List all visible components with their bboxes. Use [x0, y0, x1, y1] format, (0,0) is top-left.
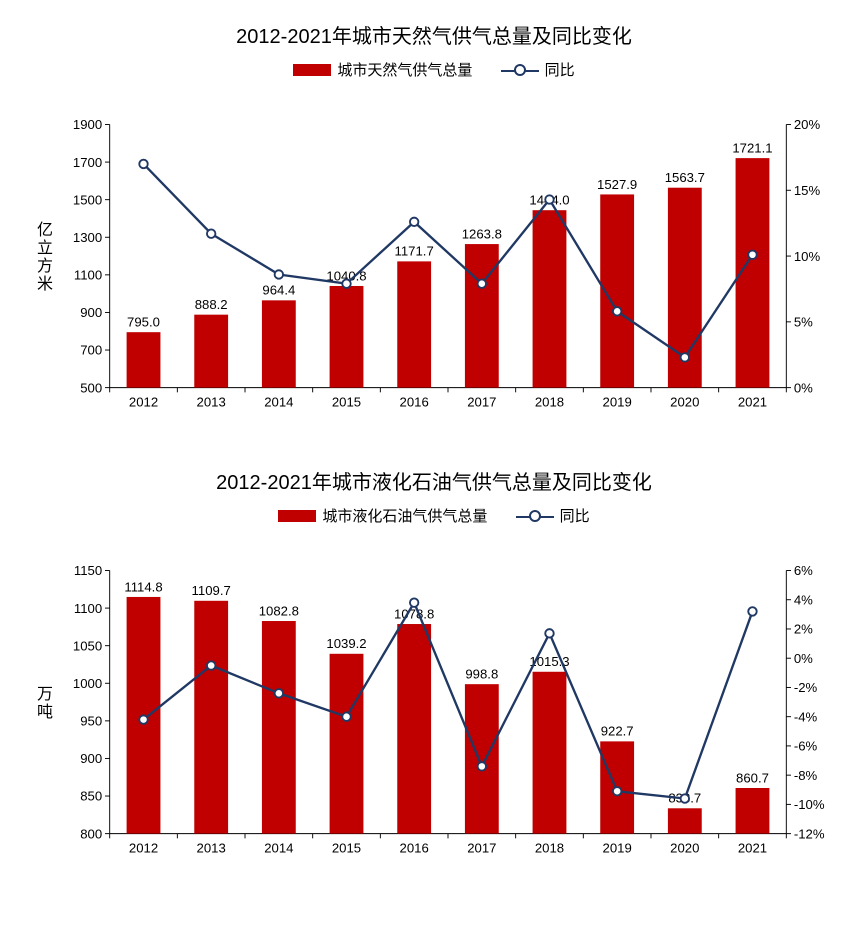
svg-text:1114.8: 1114.8 — [124, 579, 162, 594]
svg-text:2012: 2012 — [129, 840, 158, 855]
svg-text:1300: 1300 — [73, 230, 102, 245]
chart1-svg: 500 700 900 1100 1300 1500 1700 1900 0% 5% 10% 15% 2… — [58, 88, 838, 426]
chart2-y1-label: 万吨 — [30, 534, 58, 872]
svg-text:2017: 2017 — [467, 840, 496, 855]
chart-natural-gas: 2012-2021年城市天然气供气总量及同比变化 城市天然气供气总量 同比 亿立… — [30, 20, 838, 426]
svg-text:1900: 1900 — [73, 117, 102, 132]
svg-text:-2%: -2% — [794, 680, 818, 695]
chart-lpg: 2012-2021年城市液化石油气供气总量及同比变化 城市液化石油气供气总量 同… — [30, 466, 838, 872]
svg-text:1500: 1500 — [73, 192, 102, 207]
svg-text:860.7: 860.7 — [736, 770, 769, 785]
svg-text:795.0: 795.0 — [127, 315, 160, 330]
svg-text:2%: 2% — [794, 622, 813, 637]
svg-text:10%: 10% — [794, 249, 821, 264]
svg-text:2021: 2021 — [738, 840, 767, 855]
svg-text:1000: 1000 — [73, 676, 102, 691]
legend-line-label: 同比 — [560, 505, 590, 526]
chart2-svg: 800 850 900 950 1000 1050 1100 1150 -12% -10% -8% -… — [58, 534, 838, 872]
svg-text:1263.8: 1263.8 — [462, 226, 502, 241]
svg-text:1150: 1150 — [74, 563, 102, 578]
svg-text:1078.8: 1078.8 — [394, 606, 434, 621]
svg-text:800: 800 — [80, 826, 102, 841]
legend-line-swatch — [501, 64, 539, 76]
svg-text:1050: 1050 — [73, 638, 102, 653]
chart1-legend: 城市天然气供气总量 同比 — [30, 59, 838, 80]
svg-text:2013: 2013 — [197, 394, 226, 409]
svg-text:-8%: -8% — [794, 768, 818, 783]
svg-text:-10%: -10% — [794, 797, 825, 812]
svg-text:2016: 2016 — [400, 394, 429, 409]
svg-text:20%: 20% — [794, 117, 821, 132]
svg-text:1109.7: 1109.7 — [192, 583, 231, 598]
chart1-title: 2012-2021年城市天然气供气总量及同比变化 — [30, 20, 838, 49]
svg-text:2015: 2015 — [332, 840, 361, 855]
legend-bar-swatch — [293, 64, 331, 76]
svg-text:1721.1: 1721.1 — [732, 140, 772, 155]
svg-text:15%: 15% — [794, 183, 821, 198]
svg-text:2020: 2020 — [670, 840, 699, 855]
svg-text:1527.9: 1527.9 — [597, 177, 637, 192]
svg-text:2021: 2021 — [738, 394, 767, 409]
svg-text:-12%: -12% — [794, 826, 825, 841]
svg-text:2012: 2012 — [129, 394, 158, 409]
svg-text:2014: 2014 — [264, 394, 293, 409]
svg-text:888.2: 888.2 — [195, 297, 228, 312]
chart2-legend: 城市液化石油气供气总量 同比 — [30, 505, 838, 526]
svg-text:1100: 1100 — [74, 268, 102, 283]
svg-text:1563.7: 1563.7 — [665, 170, 705, 185]
svg-text:-4%: -4% — [794, 709, 818, 724]
legend-bar-label: 城市液化石油气供气总量 — [322, 505, 487, 526]
svg-text:500: 500 — [80, 380, 102, 395]
svg-text:6%: 6% — [794, 563, 813, 578]
svg-text:1100: 1100 — [74, 601, 102, 616]
svg-text:950: 950 — [80, 714, 102, 729]
chart2-title: 2012-2021年城市液化石油气供气总量及同比变化 — [30, 466, 838, 495]
svg-text:2016: 2016 — [400, 840, 429, 855]
svg-text:2018: 2018 — [535, 840, 564, 855]
legend-line-label: 同比 — [545, 59, 575, 80]
legend-line-item: 同比 — [501, 59, 575, 80]
svg-text:922.7: 922.7 — [601, 724, 634, 739]
legend-bar-item: 城市天然气供气总量 — [293, 59, 472, 80]
svg-text:964.4: 964.4 — [262, 283, 295, 298]
svg-text:1039.2: 1039.2 — [326, 636, 366, 651]
svg-text:2013: 2013 — [197, 840, 226, 855]
chart1-y1-label: 亿立方米 — [30, 88, 58, 426]
svg-text:-6%: -6% — [794, 739, 818, 754]
legend-line-swatch — [516, 510, 554, 522]
svg-text:998.8: 998.8 — [465, 667, 498, 682]
svg-text:700: 700 — [80, 343, 102, 358]
svg-text:2018: 2018 — [535, 394, 564, 409]
svg-text:2019: 2019 — [603, 840, 632, 855]
svg-text:2019: 2019 — [603, 394, 632, 409]
svg-text:4%: 4% — [794, 592, 813, 607]
svg-text:0%: 0% — [794, 651, 813, 666]
svg-text:1171.7: 1171.7 — [395, 244, 434, 259]
svg-text:900: 900 — [80, 305, 102, 320]
svg-text:900: 900 — [80, 751, 102, 766]
legend-bar-label: 城市天然气供气总量 — [337, 59, 472, 80]
svg-text:2014: 2014 — [264, 840, 293, 855]
svg-text:1700: 1700 — [73, 155, 102, 170]
svg-text:1082.8: 1082.8 — [259, 603, 299, 618]
svg-text:5%: 5% — [794, 315, 813, 330]
legend-bar-item: 城市液化石油气供气总量 — [278, 505, 487, 526]
svg-text:2017: 2017 — [467, 394, 496, 409]
legend-line-item: 同比 — [516, 505, 590, 526]
legend-bar-swatch — [278, 510, 316, 522]
svg-text:850: 850 — [80, 789, 102, 804]
chart1-plot-wrap: 亿立方米 500 700 900 1100 1300 1500 1700 1900 0% 5% 10… — [30, 88, 838, 426]
svg-text:0%: 0% — [794, 380, 813, 395]
svg-text:2020: 2020 — [670, 394, 699, 409]
chart2-plot-wrap: 万吨 800 850 900 950 1000 1050 1100 1150 -12% -10% -… — [30, 534, 838, 872]
svg-text:2015: 2015 — [332, 394, 361, 409]
